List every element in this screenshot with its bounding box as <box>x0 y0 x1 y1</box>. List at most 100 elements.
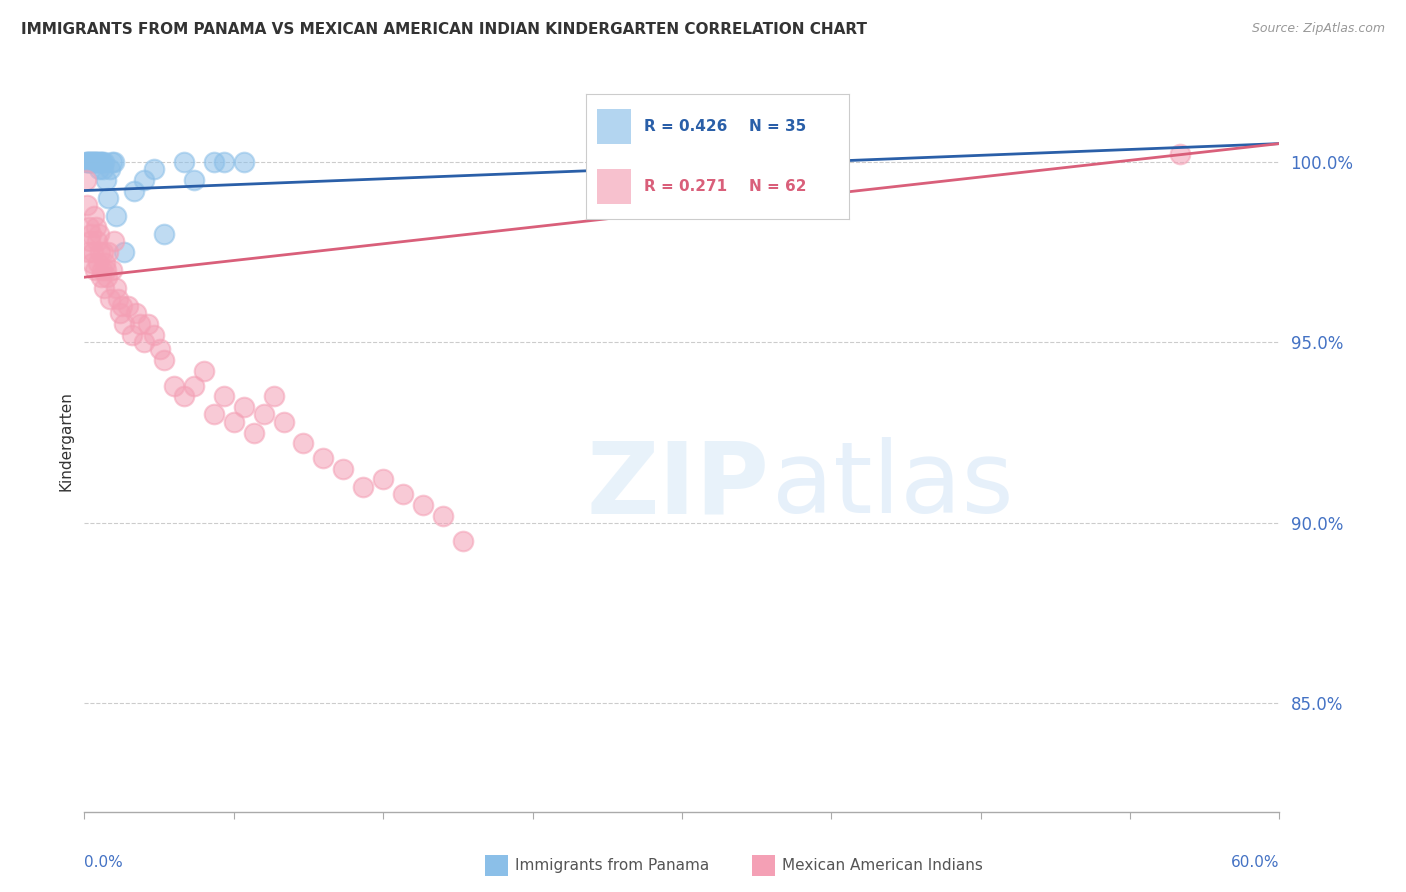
Point <box>93 154 115 169</box>
Point <box>101 263 124 277</box>
Point <box>82 256 104 270</box>
Point <box>263 389 285 403</box>
Point <box>212 154 235 169</box>
Point <box>91 263 114 277</box>
Point <box>432 508 454 523</box>
Point <box>253 408 276 422</box>
Text: IMMIGRANTS FROM PANAMA VS MEXICAN AMERICAN INDIAN KINDERGARTEN CORRELATION CHART: IMMIGRANTS FROM PANAMA VS MEXICAN AMERIC… <box>21 22 868 37</box>
Point <box>79 154 101 169</box>
Point <box>103 154 125 169</box>
Point <box>105 281 128 295</box>
Point <box>91 154 114 169</box>
Point <box>1168 147 1191 161</box>
Point <box>183 172 205 186</box>
Point <box>312 450 335 465</box>
Point <box>222 415 245 429</box>
Point <box>292 436 315 450</box>
Point <box>97 191 120 205</box>
Point <box>79 234 101 248</box>
Point <box>392 487 415 501</box>
Point <box>82 154 104 169</box>
Point <box>332 461 354 475</box>
Point <box>173 389 195 403</box>
Point <box>193 364 215 378</box>
Point <box>90 270 112 285</box>
Point <box>91 161 114 176</box>
Point <box>96 172 118 186</box>
Point <box>117 299 139 313</box>
Point <box>125 306 148 320</box>
Point <box>352 480 374 494</box>
Text: Mexican American Indians: Mexican American Indians <box>782 858 983 872</box>
Point <box>89 227 111 241</box>
Point <box>143 328 166 343</box>
Point <box>163 378 186 392</box>
Y-axis label: Kindergarten: Kindergarten <box>58 392 73 491</box>
Point <box>86 154 108 169</box>
Text: 60.0%: 60.0% <box>1232 855 1279 870</box>
Point <box>183 378 205 392</box>
Point <box>79 219 101 234</box>
Text: atlas: atlas <box>772 437 1014 534</box>
Point <box>96 263 118 277</box>
Point <box>86 219 108 234</box>
Point <box>373 473 395 487</box>
Point <box>83 209 105 223</box>
Point <box>87 154 110 169</box>
Point <box>76 154 98 169</box>
Point <box>96 270 118 285</box>
Point <box>79 154 101 169</box>
Text: 0.0%: 0.0% <box>84 855 124 870</box>
Point <box>84 154 107 169</box>
Point <box>105 209 128 223</box>
Point <box>77 154 100 169</box>
Point <box>83 154 105 169</box>
Point <box>112 244 135 259</box>
Point <box>103 234 125 248</box>
Point <box>75 172 97 186</box>
Point <box>91 244 114 259</box>
Point <box>87 256 110 270</box>
Point <box>86 154 108 169</box>
Text: Immigrants from Panama: Immigrants from Panama <box>515 858 709 872</box>
Point <box>89 154 111 169</box>
Point <box>121 328 143 343</box>
Point <box>82 154 104 169</box>
Point <box>149 343 172 357</box>
Point <box>97 244 120 259</box>
Point <box>202 408 225 422</box>
Point <box>232 401 254 415</box>
Point <box>129 317 152 331</box>
Text: ZIP: ZIP <box>586 437 769 534</box>
Point <box>93 281 115 295</box>
Point <box>136 317 159 331</box>
Point <box>80 227 103 241</box>
Text: Source: ZipAtlas.com: Source: ZipAtlas.com <box>1251 22 1385 36</box>
Point <box>132 335 156 350</box>
Point <box>110 306 132 320</box>
Point <box>212 389 235 403</box>
Point <box>98 292 121 306</box>
Point <box>112 317 135 331</box>
Point <box>132 172 156 186</box>
Point <box>273 415 295 429</box>
Point <box>202 154 225 169</box>
Point <box>76 198 98 212</box>
Point <box>82 244 104 259</box>
Point <box>89 161 111 176</box>
Point <box>80 154 103 169</box>
Point <box>153 227 176 241</box>
Point <box>242 425 264 440</box>
Point <box>90 154 112 169</box>
Point <box>111 299 134 313</box>
Point <box>89 244 111 259</box>
Point <box>84 263 107 277</box>
Point <box>77 244 100 259</box>
Point <box>107 292 129 306</box>
Point <box>98 161 121 176</box>
Point <box>173 154 195 169</box>
Point <box>153 353 176 368</box>
Point <box>122 184 145 198</box>
Point <box>101 154 124 169</box>
Point <box>412 498 434 512</box>
